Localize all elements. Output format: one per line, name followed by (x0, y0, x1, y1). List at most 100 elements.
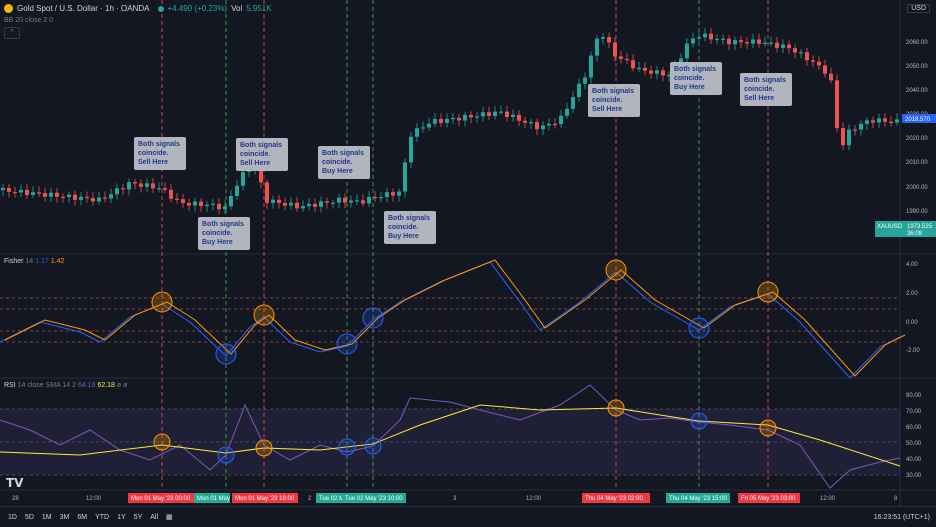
candle-body (61, 196, 65, 199)
candle-body (433, 118, 437, 124)
time-tick: 12:00 (526, 496, 542, 502)
candle-body (469, 114, 473, 118)
candle-body (109, 194, 113, 199)
rsi-signal-circle (255, 439, 273, 457)
range-5y[interactable]: 5Y (133, 513, 143, 521)
time-highlight (232, 493, 298, 503)
candle-body (385, 192, 389, 198)
range-all[interactable]: All (150, 513, 159, 521)
range-ytd[interactable]: YTD (95, 513, 110, 521)
fisher-len: 14 (25, 258, 34, 265)
callout-box (134, 137, 186, 170)
calendar-icon[interactable]: ▦ (166, 514, 173, 521)
candle-body (415, 128, 419, 137)
candle-body (445, 118, 449, 123)
gold-icon (4, 4, 13, 13)
candle-body (811, 60, 815, 62)
callout-text: Sell Here (240, 160, 270, 167)
candle-body (289, 202, 293, 206)
price-tick: 1990.00 (906, 209, 928, 215)
candle-body (115, 188, 119, 195)
symbol-title[interactable]: Gold Spot / U.S. Dollar · 1h · OANDA (17, 4, 150, 13)
callout-box (236, 138, 288, 171)
candle-body (211, 203, 215, 205)
fisher-label[interactable]: Fisher 14 1.17 1.42 (4, 258, 64, 265)
candle-body (307, 203, 311, 207)
candle-body (775, 42, 779, 48)
time-tick: 8 (894, 496, 898, 502)
range-1y[interactable]: 1Y (117, 513, 126, 521)
candle-body (643, 67, 647, 71)
candle-body (769, 42, 773, 44)
candle-body (823, 65, 827, 74)
price-tick: 2000.00 (906, 185, 928, 191)
rsi-signal-circle (364, 437, 382, 455)
range-1d[interactable]: 1D (8, 513, 17, 521)
candle-body (283, 203, 287, 206)
chart-header: Gold Spot / U.S. Dollar · 1h · OANDA +4.… (4, 4, 272, 13)
candle-body (589, 55, 593, 78)
callout-box (384, 211, 436, 244)
candle-body (157, 188, 161, 190)
candle-body (409, 136, 413, 163)
tradingview-logo[interactable]: TV (6, 476, 24, 490)
bb-indicator-label[interactable]: BB 20 close 2 0 (4, 17, 54, 24)
candle-body (139, 183, 143, 187)
clock[interactable]: 16:23:51 (UTC+1) (873, 513, 930, 521)
candles (1, 27, 899, 215)
candle-body (169, 189, 173, 199)
time-highlight (316, 493, 344, 503)
time-axis: 28 12:00 2 3 12:00 12:00 8 Mon 01 May '23 00:00… (12, 493, 898, 503)
candle-body (787, 44, 791, 49)
fisher-signal-circle (215, 343, 237, 365)
candle-body (541, 125, 545, 130)
callout-text: coincide. (240, 151, 270, 158)
candle-body (523, 120, 527, 123)
callout-box (318, 146, 370, 179)
countdown: 36:09 (907, 231, 923, 237)
candle-body (97, 197, 101, 202)
candle-body (397, 191, 401, 196)
symbol-tag: XAUUSD (877, 224, 903, 230)
rsi-ma-line (0, 404, 901, 467)
candle-body (181, 199, 185, 203)
callout-text: Both signals (592, 88, 634, 95)
vol-value: 5.951K (246, 4, 272, 13)
candle-body (553, 123, 557, 125)
range-5d[interactable]: 5D (24, 513, 34, 521)
candle-body (715, 38, 719, 41)
candle-body (55, 192, 59, 197)
candle-body (217, 203, 221, 210)
candle-body (379, 197, 383, 199)
candle-body (517, 114, 521, 121)
candle-body (841, 128, 845, 146)
candle-body (25, 189, 29, 196)
last-price-tag (902, 114, 936, 123)
collapse-icon[interactable]: ^ (4, 27, 20, 39)
candle-body (799, 52, 803, 54)
candle-body (793, 48, 797, 53)
rsi-signal-circle (607, 399, 625, 417)
price-tag (875, 221, 936, 237)
candle-body (457, 117, 461, 121)
candle-body (259, 159, 263, 183)
callout-text: coincide. (138, 150, 168, 157)
candle-body (427, 123, 431, 128)
rsi-signal-circle (153, 433, 171, 451)
time-highlight-label: Thu 04 May '23 15:00 (669, 496, 728, 502)
rsi-value: 64.16 (77, 382, 96, 389)
fisher-name: Fisher (4, 258, 24, 265)
range-6m[interactable]: 6M (77, 513, 88, 521)
candle-body (451, 117, 455, 120)
candle-body (241, 171, 245, 186)
candle-body (757, 39, 761, 44)
range-3m[interactable]: 3M (59, 513, 70, 521)
rsi-label[interactable]: RSI 14 close SMA 14 2 64.16 62.18 ø ø (4, 382, 127, 389)
currency-button[interactable]: USD (907, 4, 930, 13)
candle-body (655, 70, 659, 74)
candle-body (631, 60, 635, 69)
range-1m[interactable]: 1M (41, 513, 52, 521)
candle-body (493, 111, 497, 116)
candle-body (679, 58, 683, 65)
